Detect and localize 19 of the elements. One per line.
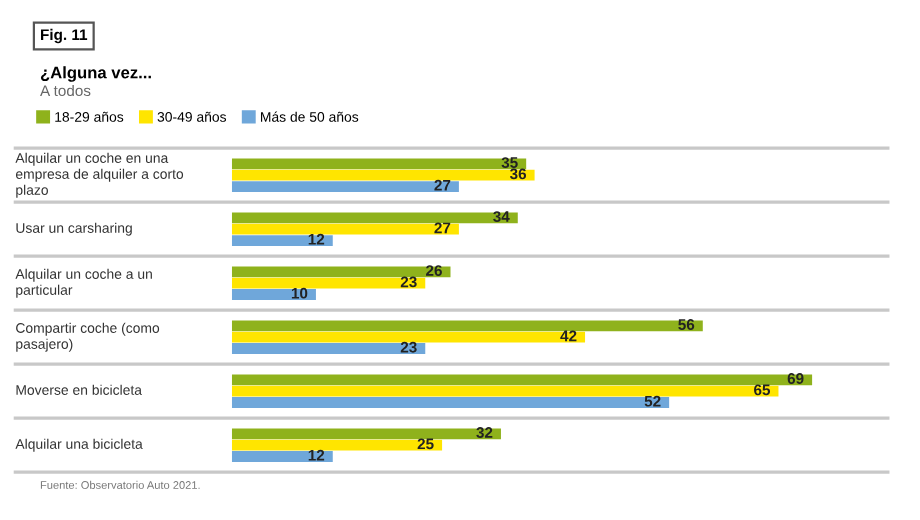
bar bbox=[231, 235, 333, 246]
bar bbox=[231, 385, 779, 397]
bar bbox=[231, 397, 670, 408]
bar bbox=[231, 374, 813, 386]
bar bbox=[231, 451, 333, 462]
bar bbox=[231, 181, 459, 192]
bar bbox=[231, 320, 703, 332]
bar bbox=[231, 266, 451, 278]
bar bbox=[231, 223, 459, 235]
bar bbox=[231, 428, 501, 440]
bar bbox=[231, 158, 527, 170]
text: ¿Alguna vez... bbox=[40, 66, 151, 82]
bar bbox=[231, 331, 586, 343]
bar bbox=[231, 212, 518, 224]
bar bbox=[231, 343, 426, 354]
bar bbox=[231, 169, 535, 181]
bar bbox=[231, 289, 316, 300]
bar bbox=[231, 277, 426, 289]
bar bbox=[231, 439, 443, 451]
